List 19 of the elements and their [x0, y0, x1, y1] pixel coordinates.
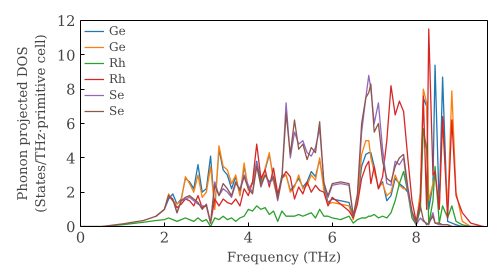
- legend-label: Se: [109, 88, 126, 102]
- y-axis-title: Phonon projected DOS (States/THz·primitive cell): [16, 34, 49, 213]
- y-tick-label: 8: [66, 82, 76, 99]
- y-tick-label: 4: [66, 150, 76, 168]
- x-tick-label: 8: [412, 230, 421, 246]
- y-tick-label: 0: [66, 219, 76, 236]
- y-tick-label: 6: [66, 116, 76, 133]
- legend-label: Ge: [109, 24, 127, 38]
- y-tick-label: 12: [56, 13, 76, 30]
- x-tick-label: 4: [244, 230, 253, 246]
- y-tick-label: 10: [56, 47, 76, 64]
- legend-label: Ge: [109, 40, 127, 54]
- x-axis-title: Frequency (THz): [226, 250, 342, 266]
- x-tick-label: 6: [328, 230, 337, 246]
- y-tick-label: 2: [66, 184, 76, 202]
- legend-label: Rh: [109, 56, 127, 70]
- x-tick-label: 2: [160, 230, 170, 246]
- legend-label: Rh: [109, 72, 127, 86]
- legend-label: Se: [109, 104, 126, 118]
